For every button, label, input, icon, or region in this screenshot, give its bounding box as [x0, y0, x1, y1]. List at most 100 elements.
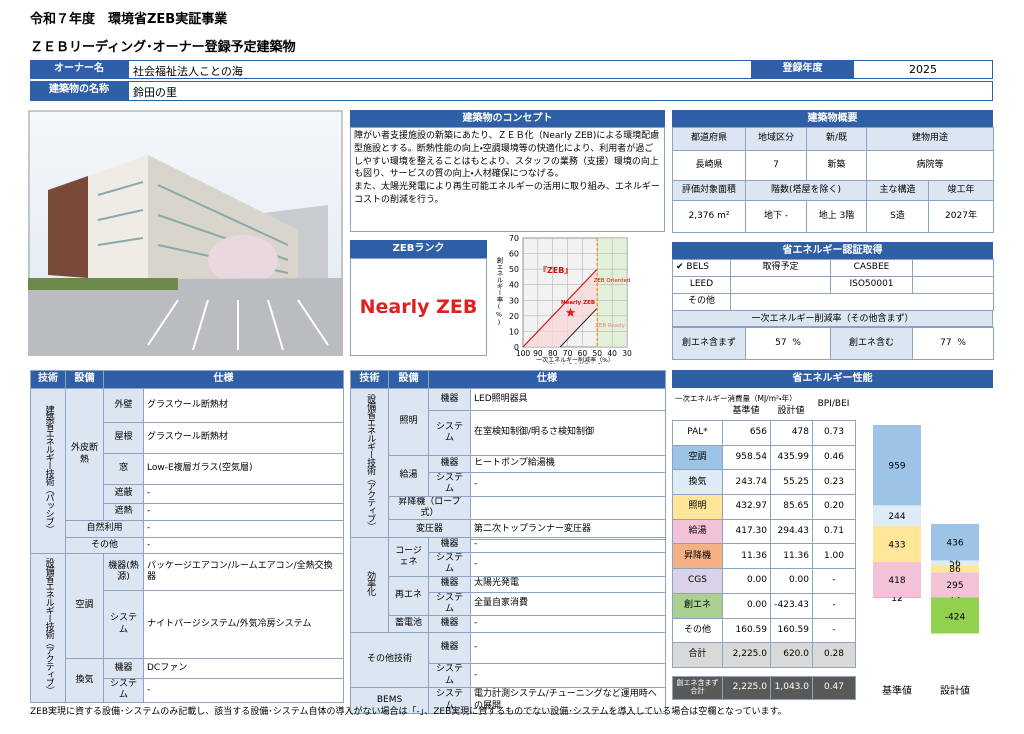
performance-header: 一次エネルギー消費量（MJ/m²・年） BPI/BEI 基準値 設計値 — [672, 392, 855, 418]
bar-value-label: 295 — [946, 581, 963, 591]
table-cell: - — [470, 472, 666, 497]
table-cell: 長崎県 — [672, 150, 746, 181]
table-row: システム - — [351, 663, 666, 688]
table-cell: 自然利用 — [65, 520, 144, 538]
row-label: 換気 — [672, 469, 723, 496]
zeb-label: 『ZEB』 — [539, 265, 572, 275]
table-row: 都道府県 地域区分 新/既 建物用途 — [672, 127, 995, 151]
x-tick-label: 90 — [533, 349, 543, 358]
element — [97, 181, 144, 196]
performance-row: 給湯 417.30 294.43 0.71 — [672, 518, 856, 545]
spec-left-table: 技術 設備 仕様 建築省エネルギー技術（パッシブ） 外皮断熱 外壁 グラスウール断熱材 屋… — [30, 370, 344, 703]
performance-row: その他 160.59 160.59- — [672, 617, 856, 644]
table-cell: グラスウール断熱材 — [143, 388, 344, 423]
y-tick-label: 50 — [509, 265, 519, 274]
concept-text: 障がい者支援施設の新築にあたり、ＺＥＢ化（Nearly ZEB)による環境配慮型… — [354, 131, 660, 180]
x-tick-label: 80 — [548, 349, 558, 358]
table-cell: 設備 — [388, 370, 429, 389]
table-cell: その他 — [672, 293, 731, 311]
table-cell: DCファン — [143, 658, 344, 679]
table-cell: 創エネ含まず合計 — [672, 676, 723, 700]
row-value: 656 — [722, 420, 771, 446]
bar-segment — [931, 523, 979, 561]
row-value: 435.99 — [770, 444, 813, 471]
table-row: 設備省エネルギー技術（アクティブ） 照明 機器 LED照明器具 — [350, 388, 666, 540]
table-cell: - — [143, 537, 344, 554]
element: 効率化 — [365, 570, 376, 595]
table-cell — [730, 276, 831, 294]
table-row: 給湯 機器 ヒートポンプ給湯機 — [351, 455, 666, 497]
performance-heading: 省エネルギー性能 — [672, 370, 993, 388]
row-value: 55.25 — [770, 469, 813, 496]
bar-segment — [931, 598, 979, 634]
element — [267, 299, 284, 351]
table-cell: 全量自家消費 — [470, 591, 666, 616]
table-row: 設備省エネルギー技術（アクティブ） 空調 機器(熱源) パッケージエアコン/ルームエア… — [30, 553, 344, 703]
table-cell: - — [470, 663, 666, 688]
table-cell: 創エネ含まず — [672, 327, 746, 360]
table-cell: 設備省エネルギー技術（アクティブ） — [350, 388, 389, 540]
table-cell: 外皮断熱 — [65, 388, 104, 521]
element: 技術 設備 仕様 建築省エネルギー技術（パッシブ） 外皮断熱 外壁 グラスウール断熱材 屋… — [30, 370, 344, 703]
owner-value: 社会福祉法人ことの海 — [128, 60, 752, 79]
table-cell: 機器(熱源) — [103, 553, 144, 591]
table-row: 遮熱 - — [31, 503, 344, 521]
table-cell: パッケージエアコン/ルームエアコン/全熱交換器 — [143, 553, 344, 591]
element — [28, 278, 343, 356]
table-cell: 機器 — [103, 658, 144, 679]
bar-segment — [873, 505, 921, 526]
table-cell: 新/既 — [806, 127, 867, 151]
table-row: 換気 機器 DCファン — [31, 658, 344, 703]
table-cell: Low-E複層ガラス(空気層) — [143, 453, 344, 485]
row-label: PAL* — [672, 420, 723, 446]
concept-box: 障がい者支援施設の新築にあたり、ＺＥＢ化（Nearly ZEB)による環境配慮型… — [350, 127, 665, 232]
table-row: 創エネ含まず合計 2,225.0 1,043.0 0.47 — [672, 676, 856, 700]
table-cell: システム — [428, 552, 471, 577]
table-cell: 竣工年 — [927, 180, 995, 201]
bar-segment — [931, 565, 979, 573]
table-cell: 設備省エネルギー技術（アクティブ） — [30, 553, 66, 703]
table-row: 再エネ 機器 太陽光発電 — [351, 575, 666, 616]
element: % — [792, 337, 801, 348]
certification-heading: 省エネルギー認証取得 — [672, 242, 993, 259]
table-cell: 仕様 — [103, 370, 344, 389]
table-cell: システム — [428, 687, 471, 714]
table-cell: 太陽光発電 — [470, 575, 666, 593]
spec-mid-table-2: 効率化 コージェネ 機器 - システム - 再エネ 機器 太陽光発電 システム 全量自家消費 … — [350, 537, 666, 714]
table-cell: 創エネ含む — [830, 327, 913, 360]
row-value: 0.00 — [722, 592, 771, 619]
row-value: 0.71 — [812, 518, 856, 545]
row-value: 1.00 — [812, 543, 856, 570]
table-cell: システム — [428, 410, 471, 456]
bar-value-label: 418 — [888, 576, 905, 586]
table-cell: 2027年 — [927, 200, 995, 233]
bar-value-label: 433 — [888, 540, 905, 550]
spec-mid-table: 技術 設備 仕様 設備省エネルギー技術（アクティブ） 照明 機器 LED照明器具 システム… — [350, 370, 666, 540]
row-label: 空調 — [672, 444, 723, 471]
row-value: 160.59 — [770, 617, 813, 644]
element: 創エネ含まず 57 % 創エネ含む 77 % — [672, 327, 994, 360]
table-row: 技術 設備 仕様 — [350, 370, 666, 389]
table-cell: 1,043.0 — [770, 676, 813, 700]
element: 一次エネルギー消費量（MJ/m²・年） BPI/BEI 基準値 設計値 — [672, 392, 855, 418]
table-cell: 機器 — [428, 615, 471, 633]
page-title: ＺＥＢリーディング･オーナー登録予定建築物 — [30, 40, 296, 55]
y-tick-label: 10 — [509, 327, 519, 336]
element — [297, 299, 329, 346]
y-tick-label: 60 — [509, 250, 519, 259]
table-cell: LED照明器具 — [470, 388, 666, 411]
performance-row: 合計 2,225.0 620.0 0.28 — [672, 642, 856, 668]
row-value: -423.43 — [770, 592, 813, 619]
bar-value-label: 436 — [946, 539, 963, 549]
building-label: 建築物の名称 — [30, 81, 128, 101]
element: 設備省エネルギー技術（アクティブ） — [43, 557, 54, 694]
table-cell: 在室検知制御/明るさ検知制御 — [470, 410, 666, 456]
table-row: システム - — [351, 552, 666, 577]
table-cell: BPI/BEI — [817, 399, 850, 410]
table-row: LEED ISO50001 — [672, 276, 994, 294]
table-cell: 都道府県 — [672, 127, 746, 151]
table-cell: 仕様 — [428, 370, 666, 389]
table-cell: システム — [428, 663, 471, 688]
table-cell: CASBEE — [830, 259, 913, 277]
row-label: 合計 — [672, 642, 723, 668]
